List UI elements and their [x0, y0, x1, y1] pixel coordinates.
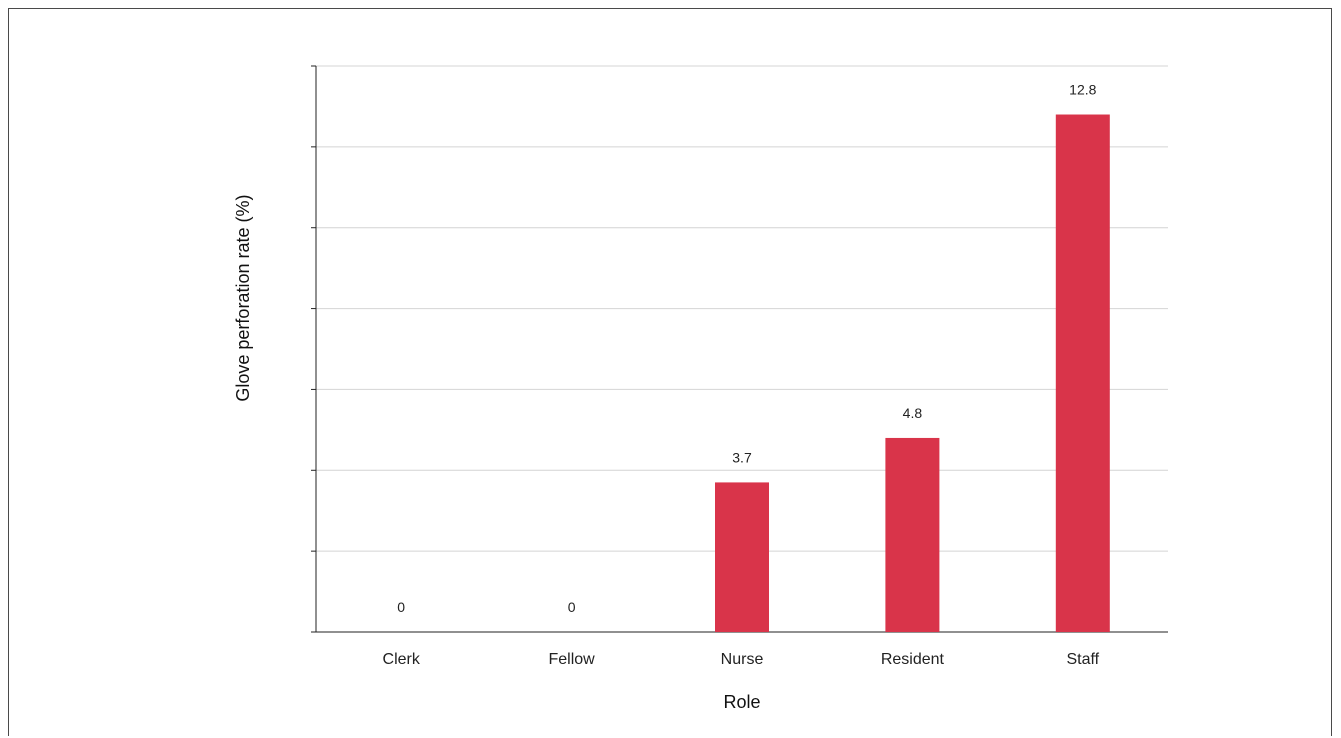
x-tick-label-resident: Resident [881, 651, 945, 668]
bars [715, 114, 1110, 632]
data-label-nurse: 3.7 [732, 449, 752, 465]
x-tick-label-fellow: Fellow [548, 651, 595, 668]
data-label-fellow: 0 [568, 599, 576, 615]
data-label-resident: 4.8 [903, 405, 923, 421]
y-axis-title: Glove perforation rate (%) [233, 195, 253, 402]
data-label-staff: 12.8 [1069, 82, 1096, 98]
data-labels: 0 0 3.7 4.8 12.8 [397, 82, 1096, 615]
x-tick-label-clerk: Clerk [383, 651, 421, 668]
bar-resident [885, 437, 940, 632]
chart-frame [8, 8, 1332, 736]
x-tick-label-staff: Staff [1066, 651, 1099, 668]
data-label-clerk: 0 [397, 599, 405, 615]
x-tick-label-nurse: Nurse [721, 651, 764, 668]
bar-staff [1055, 114, 1110, 632]
x-tick-labels: Clerk Fellow Nurse Resident Staff [383, 651, 1100, 668]
x-axis-title: Role [723, 692, 760, 712]
bar-nurse [715, 482, 769, 632]
